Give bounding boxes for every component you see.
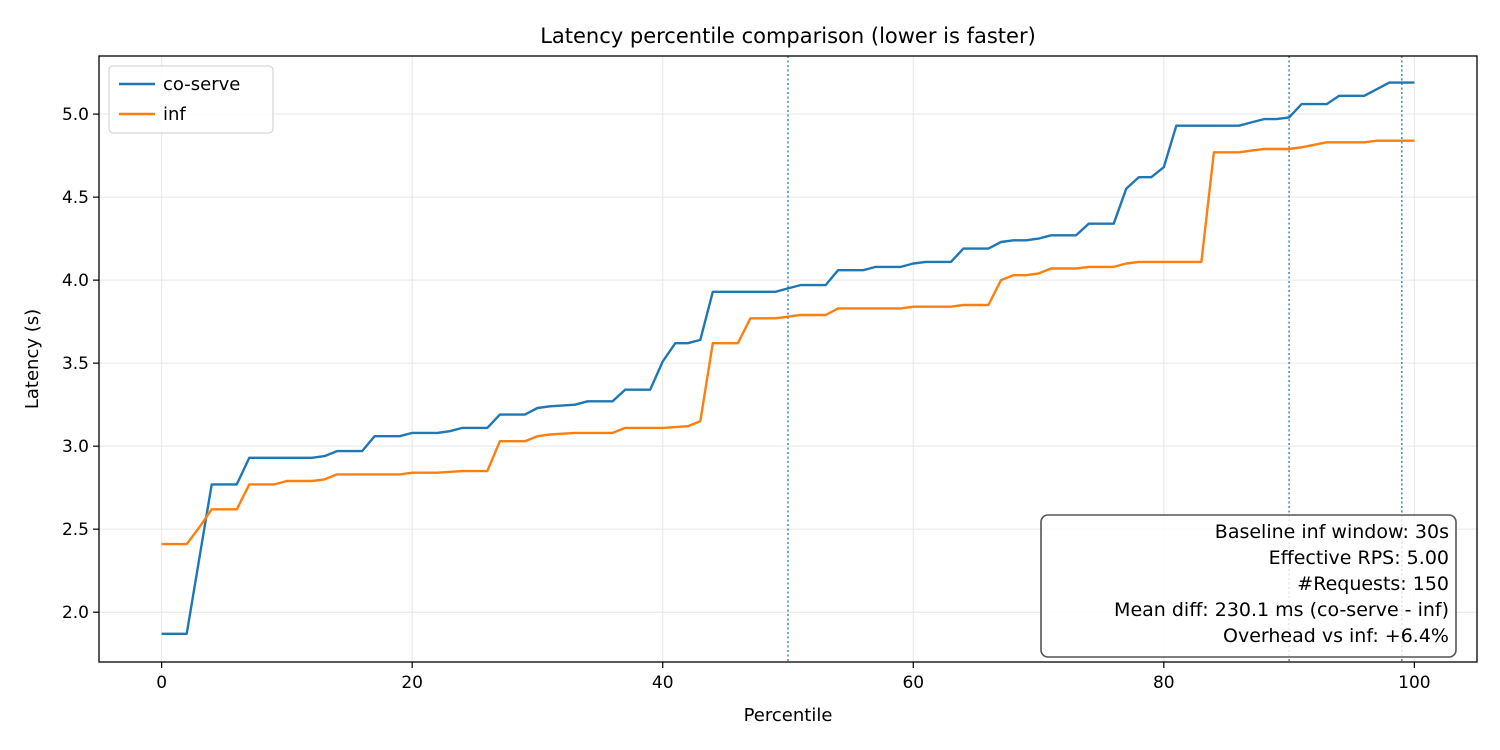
y-tick-label: 2.0 [62, 603, 89, 623]
plot-area-frame [98, 55, 1478, 663]
series-line-inf [161, 139, 1415, 546]
x-tick-label: 80 [1153, 673, 1175, 693]
y-tick-label: 4.0 [62, 271, 89, 291]
y-tick-label: 3.0 [62, 437, 89, 457]
y-tick-label: 5.0 [62, 105, 89, 125]
info-line: Overhead vs inf: +6.4% [1223, 625, 1449, 647]
y-tick-label: 4.5 [62, 188, 89, 208]
info-line: Mean diff: 230.1 ms (co-serve - inf) [1114, 599, 1449, 621]
x-tick-label: 60 [902, 673, 924, 693]
chart-title: Latency percentile comparison (lower is … [540, 24, 1036, 48]
info-box: Baseline inf window: 30s Effective RPS: 5… [1040, 514, 1457, 658]
x-tick-label: 0 [156, 673, 167, 693]
y-tick-label: 3.5 [62, 354, 89, 374]
y-tick-label: 2.5 [62, 520, 89, 540]
info-line: Effective RPS: 5.00 [1269, 547, 1449, 569]
x-tick-label: 100 [1398, 673, 1430, 693]
legend-label: inf [163, 104, 186, 125]
y-axis-ticks: 2.0 2.5 3.0 3.5 4.0 4.5 5.0 [62, 105, 99, 623]
legend-box [108, 65, 274, 134]
info-box-frame [1040, 514, 1457, 658]
x-tick-label: 20 [401, 673, 423, 693]
x-axis-label: Percentile [744, 705, 833, 726]
info-line: #Requests: 150 [1297, 573, 1449, 595]
x-axis-ticks: 0 20 40 60 80 100 [156, 662, 1431, 693]
series-lines [161, 81, 1415, 635]
series-line-co-serve [161, 81, 1415, 635]
grid-lines [99, 56, 1477, 662]
x-tick-label: 40 [652, 673, 674, 693]
info-line: Baseline inf window: 30s [1215, 521, 1449, 543]
y-axis-label: Latency (s) [22, 309, 43, 409]
legend-label: co-serve [163, 74, 240, 95]
legend: co-serve inf [108, 65, 274, 134]
